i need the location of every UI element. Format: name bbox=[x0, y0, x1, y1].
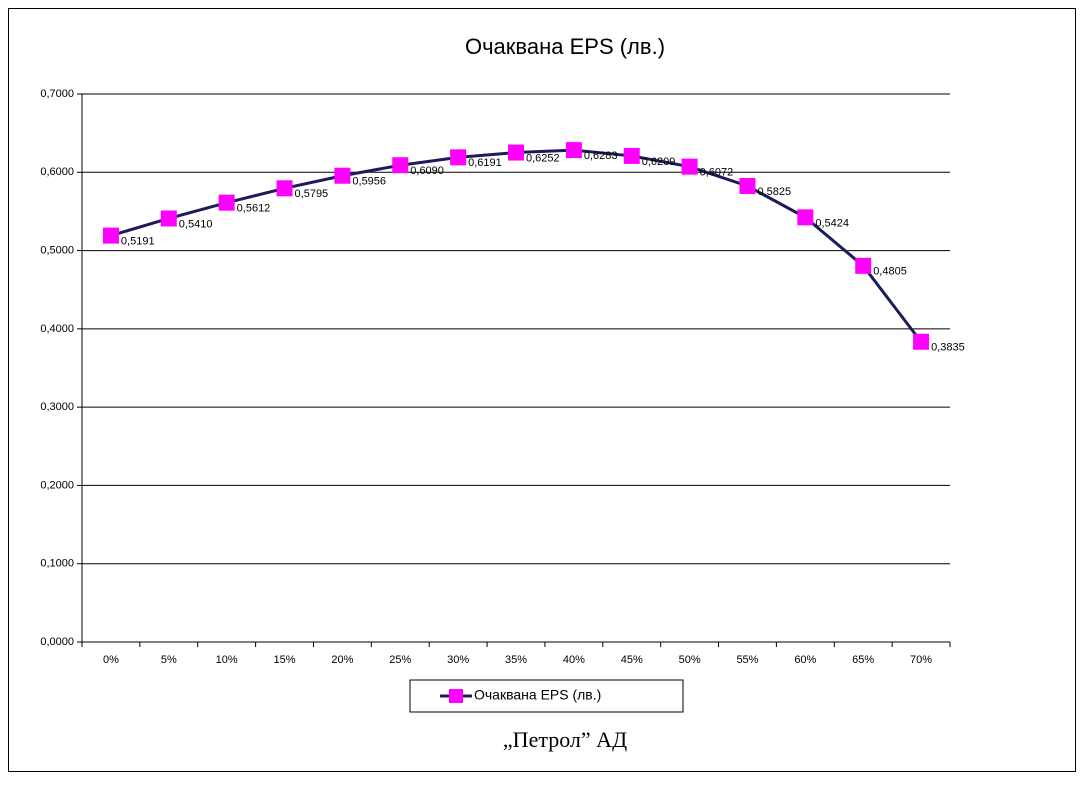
marker bbox=[681, 158, 698, 175]
data-label: 0,5825 bbox=[757, 186, 791, 198]
data-label: 0,6252 bbox=[526, 152, 560, 164]
y-tick-label: 0,7000 bbox=[40, 88, 74, 100]
data-label: 0,5191 bbox=[121, 236, 155, 248]
x-tick-label: 65% bbox=[852, 654, 874, 666]
data-label: 0,6283 bbox=[584, 150, 618, 162]
x-tick-label: 60% bbox=[794, 654, 816, 666]
marker bbox=[218, 194, 235, 211]
x-tick-label: 20% bbox=[331, 654, 353, 666]
x-tick-label: 5% bbox=[161, 654, 177, 666]
marker bbox=[276, 180, 293, 197]
y-tick-label: 0,0000 bbox=[40, 636, 74, 648]
data-label: 0,5410 bbox=[179, 218, 213, 230]
y-tick-label: 0,2000 bbox=[40, 479, 74, 491]
marker bbox=[160, 210, 177, 227]
y-tick-label: 0,4000 bbox=[40, 323, 74, 335]
marker bbox=[855, 257, 872, 274]
marker bbox=[797, 209, 814, 226]
x-tick-label: 15% bbox=[274, 654, 296, 666]
data-label: 0,5612 bbox=[237, 203, 271, 215]
marker bbox=[739, 177, 756, 194]
data-label: 0,6090 bbox=[410, 165, 444, 177]
x-tick-label: 70% bbox=[910, 654, 932, 666]
data-label: 0,6209 bbox=[642, 156, 676, 168]
marker bbox=[450, 149, 467, 166]
y-tick-label: 0,6000 bbox=[40, 166, 74, 178]
chart-border bbox=[8, 8, 1076, 772]
data-label: 0,3835 bbox=[931, 342, 965, 354]
y-tick-label: 0,1000 bbox=[40, 558, 74, 570]
data-label: 0,5956 bbox=[352, 176, 386, 188]
data-label: 0,5424 bbox=[815, 217, 849, 229]
y-tick-label: 0,3000 bbox=[40, 401, 74, 413]
marker bbox=[102, 227, 119, 244]
x-tick-label: 55% bbox=[736, 654, 758, 666]
marker bbox=[565, 142, 582, 159]
marker bbox=[913, 333, 930, 350]
x-tick-label: 45% bbox=[621, 654, 643, 666]
marker bbox=[392, 157, 409, 174]
data-label: 0,6191 bbox=[468, 157, 502, 169]
y-tick-label: 0,5000 bbox=[40, 244, 74, 256]
x-tick-label: 30% bbox=[447, 654, 469, 666]
legend-label: Очаквана EPS (лв.) bbox=[474, 687, 601, 703]
x-tick-label: 10% bbox=[216, 654, 238, 666]
legend-marker bbox=[449, 689, 463, 703]
x-tick-label: 50% bbox=[679, 654, 701, 666]
caption: „Петрол” АД bbox=[503, 727, 627, 752]
marker bbox=[334, 167, 351, 184]
marker bbox=[623, 147, 640, 164]
data-label: 0,6072 bbox=[700, 167, 734, 179]
data-label: 0,5795 bbox=[295, 188, 329, 200]
data-label: 0,4805 bbox=[873, 266, 907, 278]
x-tick-label: 25% bbox=[389, 654, 411, 666]
x-tick-label: 0% bbox=[103, 654, 119, 666]
x-tick-label: 35% bbox=[505, 654, 527, 666]
x-tick-label: 40% bbox=[563, 654, 585, 666]
chart-title: Очаквана EPS (лв.) bbox=[465, 34, 665, 59]
marker bbox=[508, 144, 524, 161]
